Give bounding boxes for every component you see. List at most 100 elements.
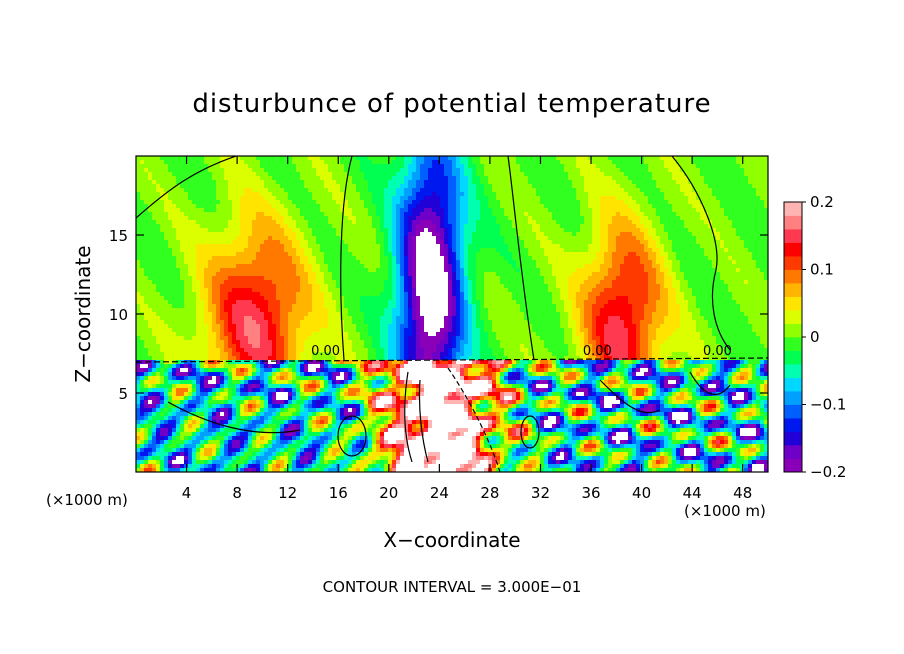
heatmap-cell	[516, 260, 521, 265]
heatmap-cell	[404, 156, 409, 161]
heatmap-cell	[428, 252, 433, 257]
heatmap-cell	[296, 156, 301, 161]
heatmap-cell	[344, 204, 349, 209]
heatmap-cell	[424, 160, 429, 165]
heatmap-cell	[664, 208, 669, 213]
heatmap-cell	[276, 196, 281, 201]
heatmap-cell	[316, 228, 321, 233]
heatmap-cell	[656, 184, 661, 189]
heatmap-cell	[588, 248, 593, 253]
heatmap-cell	[140, 276, 145, 281]
heatmap-cell	[148, 228, 153, 233]
heatmap-cell	[688, 220, 693, 225]
heatmap-cell	[504, 220, 509, 225]
heatmap-cell	[412, 156, 417, 161]
heatmap-cell	[516, 224, 521, 229]
heatmap-cell	[188, 240, 193, 245]
heatmap-cell	[648, 244, 653, 249]
heatmap-cell	[356, 172, 361, 177]
heatmap-cell	[184, 272, 189, 277]
heatmap-cell	[272, 220, 277, 225]
heatmap-cell	[692, 164, 697, 169]
heatmap-cell	[668, 188, 673, 193]
heatmap-cell	[576, 276, 581, 281]
heatmap-cell	[672, 244, 677, 249]
heatmap-cell	[760, 208, 765, 213]
heatmap-cell	[264, 244, 269, 249]
heatmap-cell	[340, 156, 345, 161]
heatmap-cell	[420, 168, 425, 173]
heatmap-cell	[368, 264, 373, 269]
heatmap-cell	[188, 260, 193, 265]
heatmap-cell	[224, 240, 229, 245]
heatmap-cell	[588, 176, 593, 181]
heatmap-cell	[528, 260, 533, 265]
heatmap-cell	[608, 236, 613, 241]
heatmap-cell	[716, 228, 721, 233]
heatmap-cell	[240, 172, 245, 177]
heatmap-cell	[332, 204, 337, 209]
heatmap-cell	[464, 168, 469, 173]
heatmap-cell	[468, 204, 473, 209]
heatmap-cell	[288, 280, 293, 285]
heatmap-cell	[204, 260, 209, 265]
heatmap-cell	[204, 272, 209, 277]
heatmap-cell	[700, 256, 705, 261]
heatmap-cell	[520, 240, 525, 245]
heatmap-cell	[460, 168, 465, 173]
heatmap-cell	[472, 156, 477, 161]
heatmap-cell	[760, 236, 765, 241]
heatmap-cell	[452, 268, 457, 273]
heatmap-cell	[612, 188, 617, 193]
heatmap-cell	[444, 160, 449, 165]
heatmap-cell	[168, 184, 173, 189]
heatmap-cell	[280, 268, 285, 273]
heatmap-cell	[644, 188, 649, 193]
heatmap-cell	[208, 276, 213, 281]
heatmap-cell	[304, 240, 309, 245]
heatmap-cell	[192, 240, 197, 245]
heatmap-cell	[668, 248, 673, 253]
heatmap-cell	[308, 264, 313, 269]
heatmap-cell	[200, 172, 205, 177]
heatmap-cell	[676, 184, 681, 189]
heatmap-cell	[400, 200, 405, 205]
heatmap-cell	[192, 200, 197, 205]
heatmap-cell	[712, 168, 717, 173]
heatmap-cell	[400, 168, 405, 173]
heatmap-cell	[628, 164, 633, 169]
heatmap-cell	[204, 212, 209, 217]
heatmap-cell	[168, 196, 173, 201]
heatmap-cell	[196, 240, 201, 245]
heatmap-cell	[696, 212, 701, 217]
heatmap-cell	[432, 244, 437, 249]
heatmap-cell	[472, 260, 477, 265]
heatmap-cell	[456, 204, 461, 209]
heatmap-cell	[396, 208, 401, 213]
heatmap-cell	[556, 244, 561, 249]
heatmap-cell	[600, 236, 605, 241]
heatmap-cell	[556, 232, 561, 237]
heatmap-cell	[344, 260, 349, 265]
heatmap-cell	[432, 228, 437, 233]
heatmap-cell	[668, 220, 673, 225]
heatmap-cell	[264, 216, 269, 221]
heatmap-cell	[328, 192, 333, 197]
heatmap-cell	[504, 260, 509, 265]
heatmap-cell	[384, 276, 389, 281]
heatmap-cell	[384, 252, 389, 257]
heatmap-cell	[268, 172, 273, 177]
heatmap-cell	[500, 212, 505, 217]
heatmap-cell	[136, 208, 141, 213]
heatmap-cell	[304, 236, 309, 241]
heatmap-cell	[640, 212, 645, 217]
heatmap-cell	[260, 248, 265, 253]
heatmap-cell	[624, 172, 629, 177]
heatmap-cell	[712, 244, 717, 249]
heatmap-cell	[428, 208, 433, 213]
heatmap-cell	[368, 172, 373, 177]
heatmap-cell	[160, 244, 165, 249]
heatmap-cell	[444, 256, 449, 261]
heatmap-cell	[472, 200, 477, 205]
heatmap-cell	[264, 160, 269, 165]
